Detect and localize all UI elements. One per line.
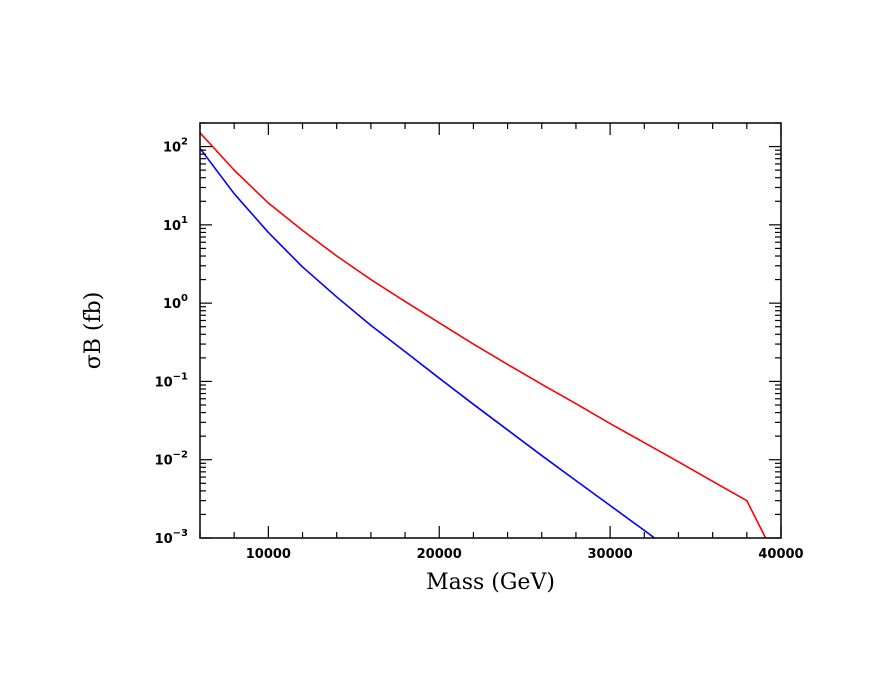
x-axis-label: Mass (GeV) — [426, 570, 555, 595]
x-tick-label: 20000 — [417, 547, 462, 562]
y-tick-label: 100 — [163, 293, 188, 312]
x-tick-label: 40000 — [758, 547, 803, 562]
y-tick-label: 101 — [163, 215, 188, 234]
y-tick-label: 102 — [163, 137, 188, 156]
series-layer — [200, 132, 767, 538]
y-tick-label: 10−2 — [155, 450, 188, 469]
y-axis-label: σB (fb) — [81, 292, 106, 370]
tick-layer — [199, 122, 782, 539]
series-line-2 — [200, 147, 656, 538]
tick-labels: 10000 20000 30000 40000 102 101 100 10−1 10−2 10−… — [155, 137, 804, 562]
plot-frame — [199, 122, 782, 539]
y-tick-label: 10−1 — [155, 371, 188, 390]
series-line-1 — [200, 132, 767, 538]
y-tick-label: 10−3 — [155, 528, 188, 547]
x-tick-label: 10000 — [246, 547, 291, 562]
x-tick-label: 30000 — [588, 547, 633, 562]
